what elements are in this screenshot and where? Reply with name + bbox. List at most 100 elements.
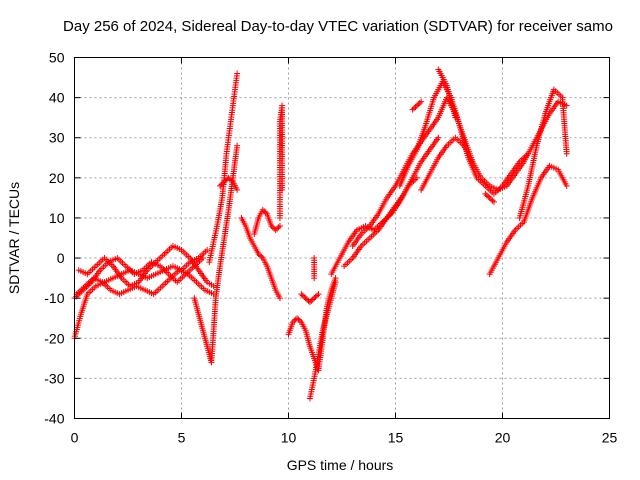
data-point [311,295,318,302]
series-track-9 [251,206,283,237]
data-point [294,315,301,322]
data-point [276,222,283,229]
series-track-7 [217,174,241,193]
data-point [234,70,241,77]
data-point [482,190,489,197]
grid-lines [74,57,610,419]
data-point [412,103,419,110]
data-point [295,316,302,323]
data-point [272,226,279,233]
data-point [234,186,241,193]
data-point [306,299,313,306]
x-tick-label: 10 [281,430,297,446]
data-point [415,101,422,108]
y-axis-label: SDTVAR / TECUs [6,182,22,294]
data-point [289,319,296,326]
data-point [296,317,303,324]
series-track-14 [311,255,318,282]
data-point [210,283,217,290]
y-tick-label: -10 [44,290,64,306]
data-point [228,177,235,184]
series-track-20 [486,162,570,278]
data-point [276,295,283,302]
series-track-21 [516,86,570,221]
x-tick-label: 5 [178,430,186,446]
series-track-8 [238,214,283,302]
data-marks [71,66,570,402]
x-tick-label: 15 [388,430,404,446]
data-point [314,292,321,299]
series-track-5 [191,142,241,366]
y-tick-label: 50 [49,50,65,66]
data-point [268,222,275,229]
data-point [309,296,316,303]
data-point [332,279,339,286]
data-point [311,275,318,282]
data-point [227,176,234,183]
y-tick-label: -20 [44,330,64,346]
data-point [563,102,570,109]
x-tick-label: 25 [602,430,618,446]
data-point [274,225,281,232]
series-track-1 [71,247,211,342]
chart-title: Day 256 of 2024, Sidereal Day-to-day VTE… [63,18,613,35]
data-point [204,247,211,254]
data-point [259,206,266,213]
data-point [222,177,229,184]
data-point [255,251,262,258]
data-point [486,194,493,201]
data-point [488,196,495,203]
data-point [435,134,442,141]
data-point [301,293,308,300]
series-track-13 [298,291,322,306]
y-tick-label: 40 [49,90,65,106]
data-point [418,98,425,105]
data-point [413,102,420,109]
x-axis-label: GPS time / hours [287,457,394,473]
data-point [563,150,570,157]
data-point [304,296,311,303]
data-point [217,182,224,189]
data-point [302,295,309,302]
data-point [315,291,322,298]
data-point [261,208,268,215]
data-point [199,255,206,262]
data-point [490,198,497,205]
data-point [409,106,416,113]
data-point [411,105,418,112]
data-point [312,293,319,300]
data-point [279,186,286,193]
x-tick-label: 0 [71,430,79,446]
y-tick-label: -40 [44,411,64,427]
data-point [221,178,228,185]
data-point [452,114,459,121]
data-point [489,197,496,204]
y-tick-label: 10 [49,210,65,226]
axis-ticks: 0 5 10 15 20 25 -40 -30 -20 -10 0 10 20 30 40 50 [44,50,617,446]
data-point [485,193,492,200]
x-tick-label: 20 [495,430,511,446]
plot-frame [74,57,610,419]
data-point [219,180,226,187]
series-track-18 [396,78,532,197]
y-tick-label: 20 [49,170,65,186]
series-track-3 [75,243,217,290]
data-point [269,224,276,231]
series-track-16 [341,134,442,270]
y-tick-label: 0 [57,250,65,266]
data-point [275,224,282,231]
data-point [563,182,570,189]
series-track-22 [435,66,459,121]
series-track-24 [482,190,497,205]
data-point [258,253,265,260]
data-point [218,181,225,188]
data-point [308,297,315,304]
series-track-12 [306,279,339,402]
series-track-23 [409,98,425,113]
y-tick-label: -30 [44,370,64,386]
series-track-10 [276,102,286,221]
data-point [256,252,263,259]
series-track-19 [418,98,570,193]
y-tick-label: 30 [49,130,65,146]
